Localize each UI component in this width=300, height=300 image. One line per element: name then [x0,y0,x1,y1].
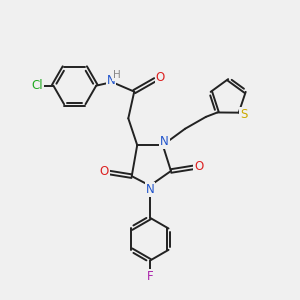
Text: N: N [107,74,116,86]
Text: S: S [240,108,248,121]
Text: Cl: Cl [31,79,43,92]
Text: O: O [194,160,203,173]
Text: N: N [146,183,154,196]
Text: O: O [100,165,109,178]
Text: F: F [147,270,153,284]
Text: O: O [156,71,165,84]
Text: H: H [112,70,120,80]
Text: N: N [160,135,169,148]
